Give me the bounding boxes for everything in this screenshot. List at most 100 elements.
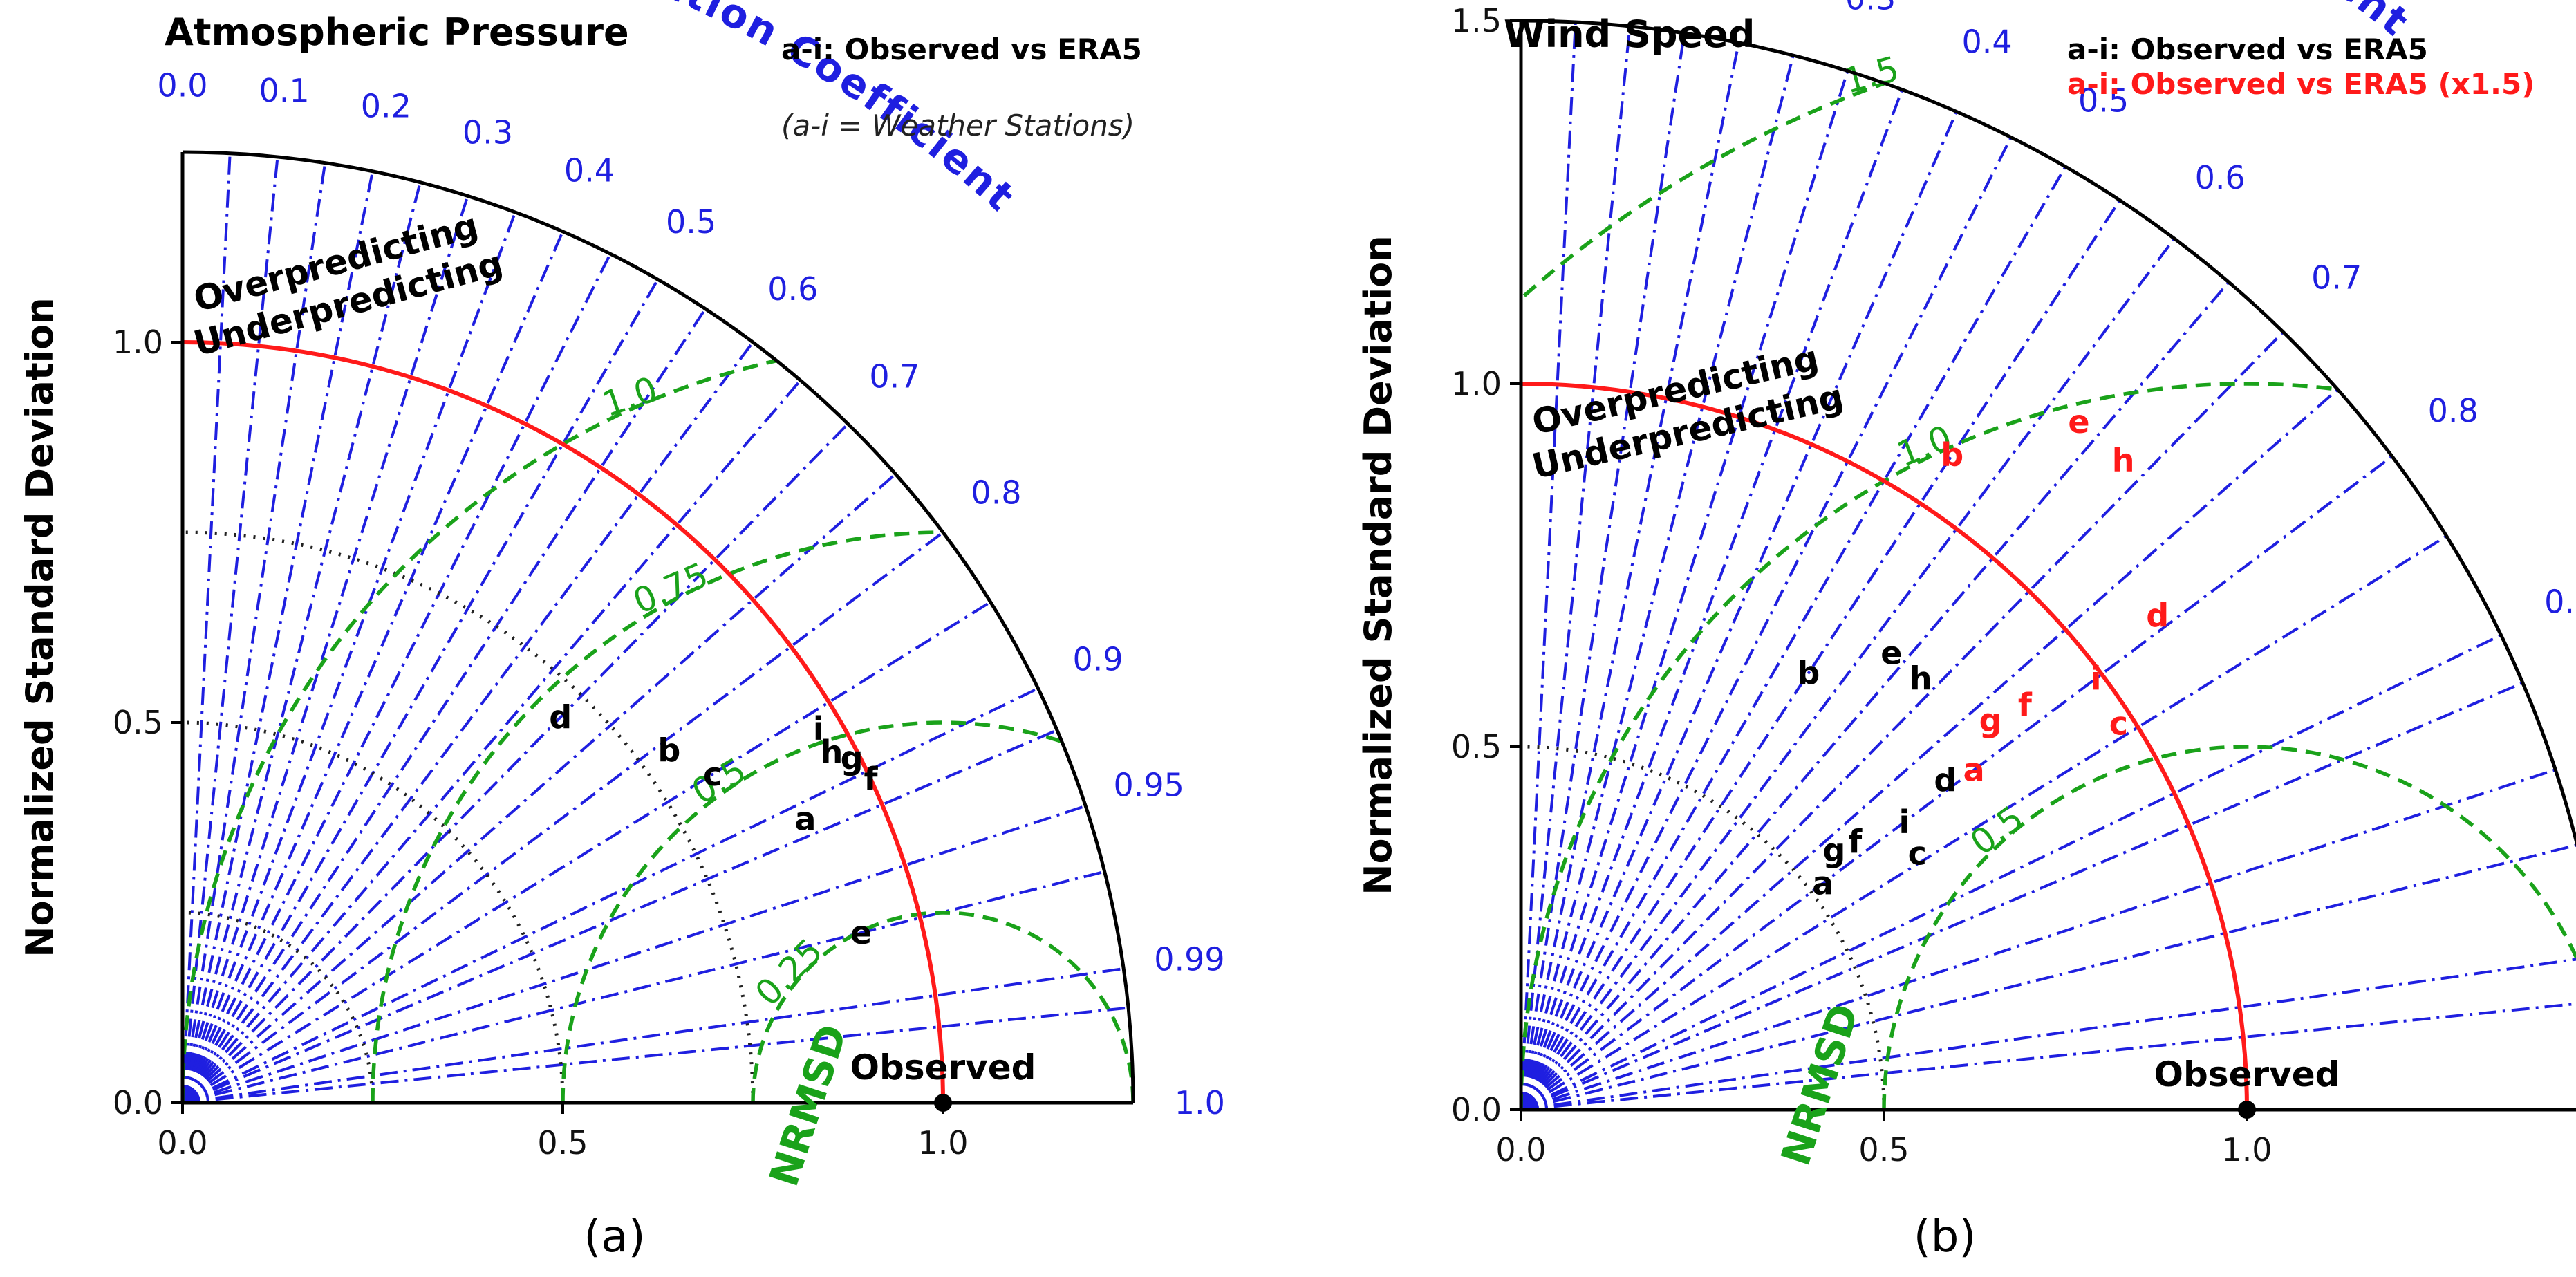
panel-label: (b) (1914, 1211, 1977, 1262)
rmsd-arc (371, 530, 1133, 1103)
rmsd-tick-label: 0.5 (1963, 798, 2031, 863)
station-point-c-scaled: c (2109, 705, 2128, 743)
rmsd-arcs (183, 340, 1133, 1103)
correlation-ray (181, 531, 944, 1104)
station-point-h-scaled: h (2112, 442, 2135, 479)
observed-point (934, 1094, 952, 1112)
correlation-tick-label: 0.6 (767, 270, 818, 308)
correlation-ray (1520, 237, 2176, 1111)
rmsd-axis-label: NRMSD (760, 1019, 856, 1192)
correlation-ray (181, 472, 897, 1104)
reference-arc (182, 340, 945, 1103)
correlation-tick-label: 0.8 (2428, 392, 2479, 429)
correlation-ray (1520, 1002, 2576, 1111)
correlation-ray (1520, 843, 2576, 1111)
station-point-g: g (1822, 832, 1845, 869)
station-point-f-scaled: f (2018, 687, 2033, 724)
correlation-tick-label: 0.3 (463, 114, 513, 151)
station-point-f: f (864, 761, 878, 798)
taylor-panel-b: 0.51.01.50.00.51.01.50.00.51.01.50.00.10… (1356, 0, 2576, 1262)
rmsd-tick-label: 1.0 (597, 369, 662, 425)
correlation-ray (1520, 455, 2393, 1111)
correlation-ray (1520, 55, 1795, 1110)
correlation-ray (1520, 70, 1849, 1110)
rmsd-axis-label: NRMSD (1772, 998, 1868, 1171)
y-tick-label: 1.0 (113, 324, 163, 361)
rmsd-tick-label: 0.75 (627, 555, 713, 622)
panel-label: (a) (584, 1211, 645, 1262)
correlation-tick-label: 0.4 (1962, 23, 2013, 60)
correlation-ray (1520, 681, 2523, 1111)
correlation-ray (182, 687, 1039, 1104)
correlation-tick-label: 0.2 (361, 88, 411, 125)
legend-entry-scaled: a-i: Observed vs ERA5 (x1.5) (2067, 67, 2535, 101)
correlation-ray (1520, 768, 2556, 1111)
correlation-ray (181, 341, 754, 1104)
x-tick-label: 0.0 (1495, 1131, 1546, 1168)
correlation-ray (182, 870, 1105, 1104)
correlation-ray (1520, 136, 2013, 1110)
correlation-ray (181, 195, 469, 1103)
station-point-i: i (813, 710, 824, 747)
correlation-ray (181, 171, 374, 1103)
correlation-ray (1520, 199, 2121, 1111)
correlation-ray (181, 379, 802, 1104)
y-axis-label: Normalized Standard Deviation (1356, 235, 1400, 895)
correlation-ray (181, 230, 564, 1103)
correlation-ray (1520, 166, 2067, 1110)
correlation-tick-label: 0.9 (2544, 583, 2576, 620)
correlation-ray (181, 212, 517, 1103)
rmsd-arc (183, 340, 1133, 1103)
correlation-tick-label: 0.7 (869, 357, 920, 395)
station-point-g: g (841, 739, 864, 776)
correlation-tick-label: 0.6 (2195, 159, 2246, 196)
correlation-tick-label: 0.4 (564, 152, 615, 189)
legend-entry: a-i: Observed vs ERA5 (2067, 32, 2428, 66)
station-point-i: i (1899, 803, 1910, 841)
station-point-g-scaled: g (1979, 702, 2002, 739)
outer-arc (1520, 19, 2576, 848)
rmsd-arcs (1521, 21, 2576, 1110)
correlation-ray (181, 308, 707, 1104)
correlation-tick-label: 0.0 (157, 67, 207, 104)
correlation-tick-label: 0.3 (1845, 0, 1896, 17)
y-tick-label: 0.0 (113, 1084, 163, 1121)
correlation-tick-label: 0.9 (1073, 641, 1123, 678)
station-point-d: d (549, 698, 572, 736)
correlation-rays (181, 152, 1133, 1104)
correlation-ray (1520, 42, 1740, 1110)
x-tick-label: 0.0 (157, 1124, 207, 1162)
correlation-ray (1520, 633, 2502, 1111)
correlation-ray (182, 729, 1058, 1104)
correlation-tick-label: 0.1 (259, 72, 310, 109)
correlation-ray (181, 279, 660, 1103)
station-point-a-scaled: a (1963, 752, 1985, 789)
correlation-ray (1520, 281, 2230, 1111)
legend-entry: a-i: Observed vs ERA5 (781, 32, 1142, 66)
correlation-ray (181, 253, 612, 1103)
std-arc (182, 530, 755, 1103)
correlation-ray (181, 422, 849, 1104)
station-point-c: c (1908, 835, 1927, 873)
rmsd-tick-label: 1.5 (1840, 48, 1903, 102)
observed-point (2238, 1101, 2256, 1119)
correlation-ray (1520, 330, 2284, 1111)
correlation-ray (1520, 88, 1904, 1110)
station-point-d: d (1934, 762, 1957, 799)
correlation-ray (181, 162, 327, 1103)
station-point-e: e (850, 914, 872, 951)
station-point-e: e (1880, 635, 1902, 672)
station-point-c: c (703, 756, 722, 793)
correlation-tick-label: 0.8 (971, 474, 1021, 511)
chart-title: Wind Speed (1504, 12, 1755, 56)
correlation-ray (1520, 388, 2339, 1111)
chart-title: Atmospheric Pressure (165, 10, 629, 54)
y-axis-label: Normalized Standard Deviation (18, 297, 62, 957)
correlation-ray (182, 1006, 1129, 1104)
station-point-b-scaled: b (1941, 436, 1963, 474)
std-arcs (182, 530, 755, 1103)
reference-arc (1520, 382, 2249, 1110)
correlation-ray (181, 182, 422, 1103)
station-point-b: b (1797, 655, 1820, 692)
